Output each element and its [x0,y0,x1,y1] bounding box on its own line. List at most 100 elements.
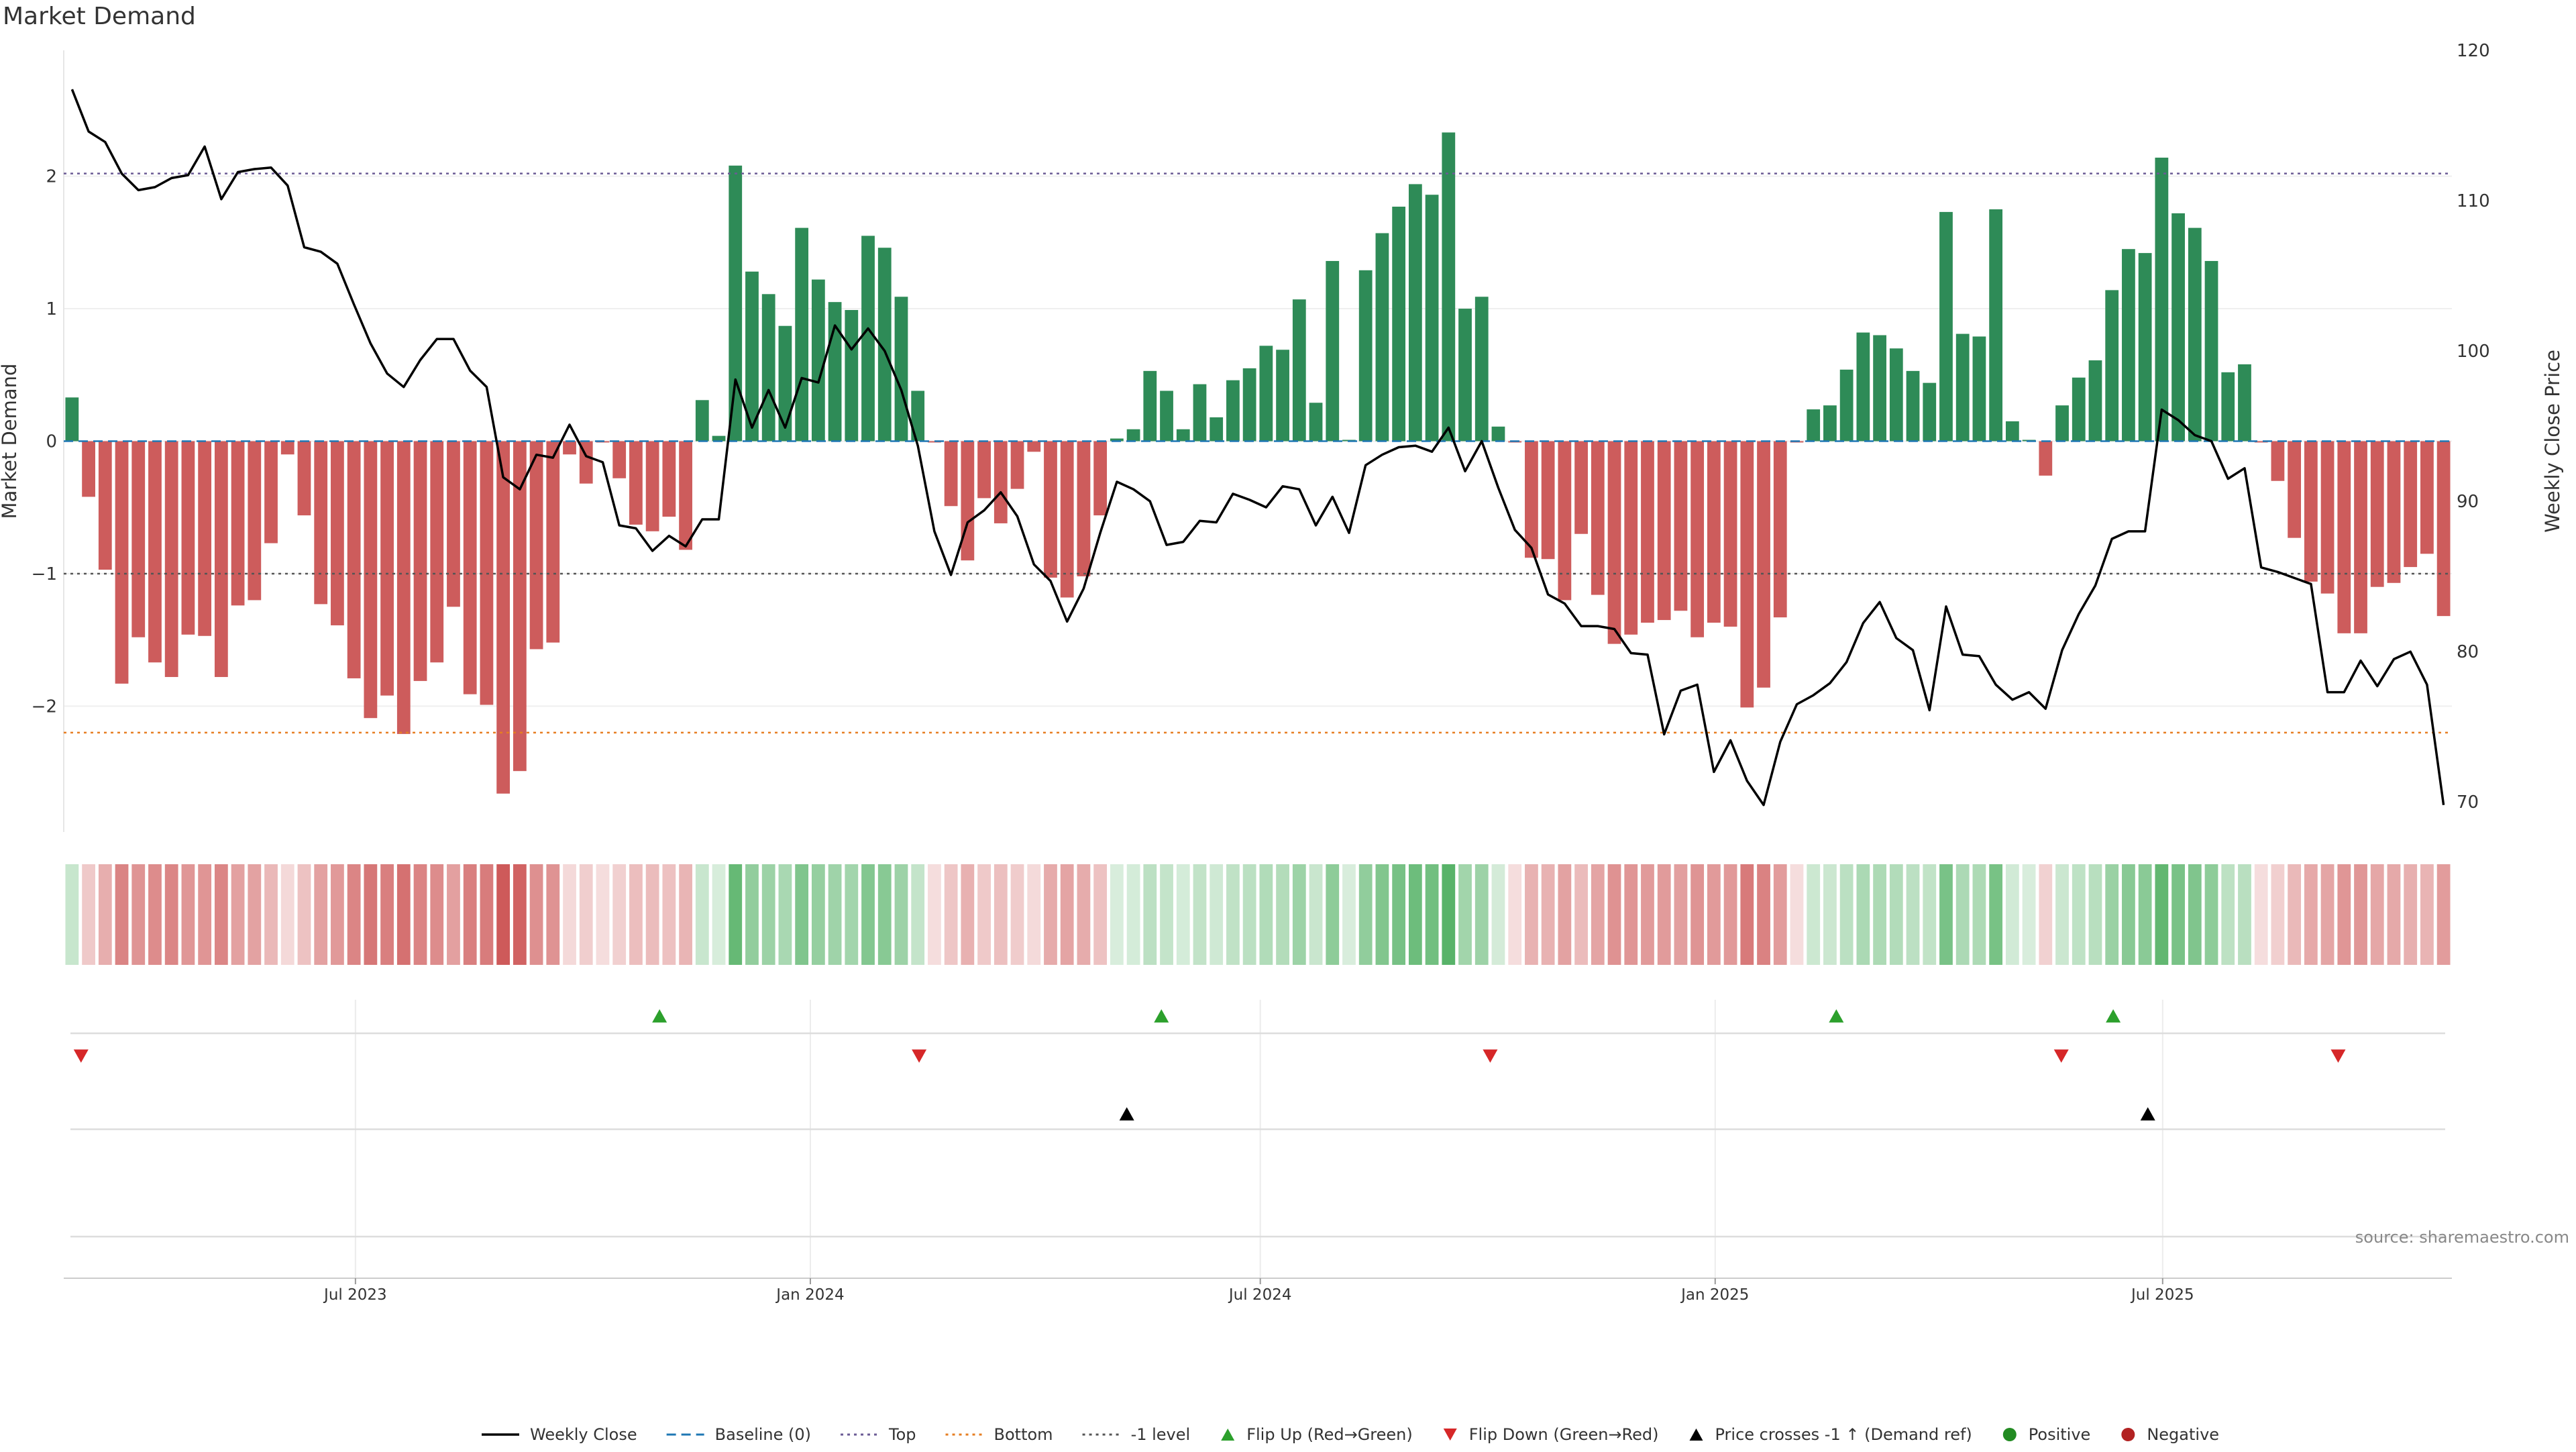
heat-cell [2088,864,2102,965]
right-tick-label: 90 [2457,492,2479,512]
heat-cell [1525,864,1538,965]
heat-cell [181,864,195,965]
demand-bar [2171,213,2185,442]
price-line [70,89,2445,807]
heat-cell [214,864,228,965]
demand-bar [1807,409,1821,442]
demand-bar [944,441,958,507]
demand-bar [1326,260,1340,442]
heat-cell [1259,864,1273,965]
demand-bar [679,441,692,550]
heat-cell [761,864,775,965]
heat-cell [977,864,991,965]
demand-bar [612,441,627,478]
heat-cell [1474,864,1489,965]
heat-cell [1740,864,1754,965]
heat-cell [1923,864,1937,965]
heat-cell [662,864,676,965]
demand-bar [1392,207,1406,442]
flip-down-marker [912,1049,927,1063]
x-tick-label: Jan 2025 [1680,1286,1749,1304]
heat-cell [579,864,593,965]
demand-bar [1160,391,1173,442]
demand-bar [2138,253,2152,442]
heat-cell [778,864,792,965]
heat-cell [1906,864,1920,965]
demand-bar [1010,441,1024,489]
demand-bar [164,441,178,677]
demand-bar [2055,405,2069,442]
legend-item: Top [841,1425,916,1444]
heat-cell [1657,864,1671,965]
demand-bar [1707,441,1721,623]
legend-item: Bottom [945,1425,1053,1444]
demand-bar [563,441,576,455]
heat-cell [529,864,543,965]
heat-cell [629,864,643,965]
flip-down-marker [73,1049,89,1063]
heat-cell [380,864,394,965]
legend-item: Baseline (0) [666,1425,811,1444]
legend-label: Price crosses -1 ↑ (Demand ref) [1715,1425,1972,1444]
heat-cell [2122,864,2135,965]
heat-cell [2404,864,2418,965]
flip-up-marker [1154,1009,1169,1023]
demand-bar [761,294,775,442]
left-tick-label: −1 [32,564,57,584]
heat-cell [1093,864,1108,965]
heat-cell [1491,864,1505,965]
demand-bar [2271,441,2285,481]
demand-bar [2304,441,2318,582]
heat-cell [314,864,328,965]
demand-bar [695,400,709,442]
demand-bar [2039,441,2053,476]
demand-bar [778,325,792,442]
demand-bar [1027,441,1041,452]
heat-cell [1674,864,1688,965]
heat-cell [164,864,178,965]
heat-cell [911,864,925,965]
legend-item: Positive [2002,1425,2090,1444]
demand-bar [2254,441,2268,443]
demand-bar [2337,441,2351,633]
legend-item: Flip Up (Red→Green) [1221,1425,1413,1444]
demand-bar [214,441,228,677]
legend-label: Baseline (0) [715,1425,811,1444]
legend-triangle-up-icon [1221,1429,1235,1441]
heat-cell [894,864,908,965]
left-axis-label: Market Demand [0,364,21,519]
right-tick-label: 120 [2457,41,2490,61]
heat-cell [1044,864,1057,965]
heat-cell [447,864,460,965]
source-label: source: sharemaestro.com [2355,1228,2569,1247]
heat-cell [1425,864,1439,965]
heat-cell [1342,864,1356,965]
heat-cell [2221,864,2235,965]
heat-cell [2337,864,2351,965]
heat-cell [2354,864,2367,965]
demand-bar [1358,270,1373,442]
heat-cell [2005,864,2019,965]
demand-bar [1641,441,1654,623]
demand-bar [1193,384,1207,442]
demand-bar [280,441,294,455]
heat-cell [2320,864,2334,965]
heat-cell [248,864,262,965]
heat-cell [2188,864,2202,965]
heat-cell [1110,864,1124,965]
heat-cell [297,864,311,965]
heat-cell [430,864,444,965]
right-tick-label: 70 [2457,792,2479,813]
demand-bar [1226,380,1240,442]
heat-cell [231,864,245,965]
demand-bar [1906,370,1920,442]
left-tick-label: −2 [32,696,57,717]
heat-cell [679,864,692,965]
heat-cell [1723,864,1737,965]
heat-cell [1027,864,1041,965]
heat-cell [1839,864,1854,965]
flip-down-marker [2053,1049,2069,1063]
legend-triangle-down-icon [1443,1429,1457,1441]
heat-cell [2304,864,2318,965]
demand-bar [82,441,95,497]
